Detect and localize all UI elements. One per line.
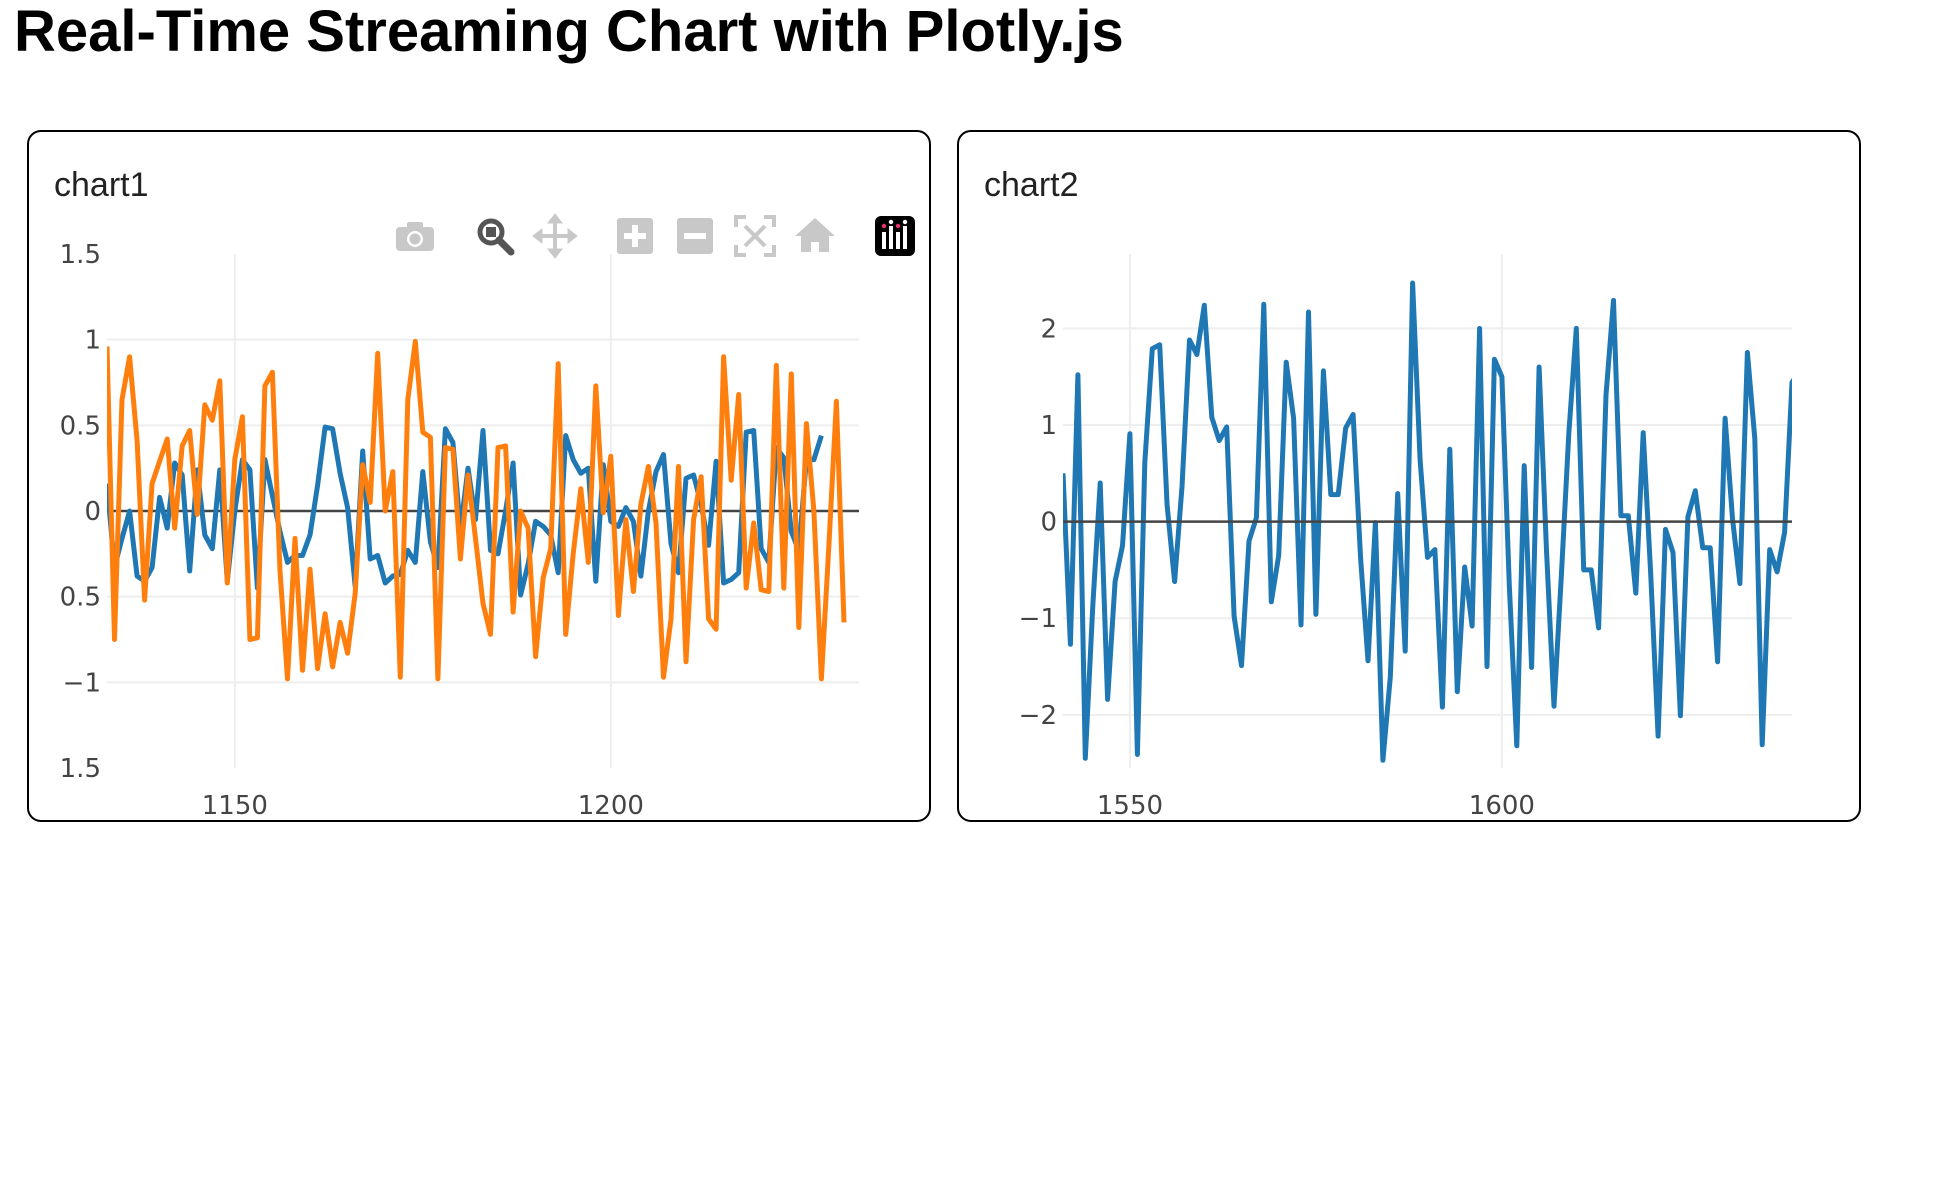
home-icon[interactable] [791, 212, 839, 260]
chart1-x-tick-label: 1150 [202, 791, 268, 820]
chart2-series-1-line [1063, 280, 1792, 763]
chart1-y-tick-label: 1.5 [60, 240, 101, 270]
chart2-y-tick-label: −1 [1019, 604, 1057, 634]
chart1-title: chart1 [54, 166, 149, 204]
chart2-y-tick-label: 0 [1040, 508, 1057, 538]
pan-icon[interactable] [531, 212, 579, 260]
autoscale-icon[interactable] [731, 212, 779, 260]
plotly-logo-icon[interactable] [871, 212, 919, 260]
chart2-x-tick-label: 1550 [1097, 791, 1163, 820]
chart1-y-tick-label: 1.5 [60, 754, 101, 784]
chart1-series-2-line [107, 338, 847, 682]
chart1-card: chart1 1150 1200 1.5 1 0.5 0 0.5 −1 1.5 [27, 130, 931, 822]
chart1-y-tick-label: −1 [63, 668, 101, 698]
page-title: Real-Time Streaming Chart with Plotly.js [14, 0, 1124, 64]
zoom-out-icon[interactable] [671, 212, 719, 260]
chart2-x-tick-label: 1600 [1469, 791, 1535, 820]
chart1-y-tick-label: 0.5 [60, 583, 101, 613]
zoom-in-icon[interactable] [611, 212, 659, 260]
chart1-y-tick-label: 1 [84, 326, 101, 356]
chart1-y-tick-label: 0 [84, 497, 101, 527]
chart2-plot: chart2 1550 1600 2 1 0 −1 −2 [984, 166, 1792, 820]
chart2-card: chart2 1550 1600 2 1 0 −1 −2 [957, 130, 1861, 822]
chart2-y-tick-label: 1 [1040, 411, 1057, 441]
camera-icon[interactable] [391, 212, 439, 260]
chart2-title: chart2 [984, 166, 1079, 204]
chart2-y-tick-label: 2 [1040, 314, 1057, 344]
chart1-y-tick-label: 0.5 [60, 411, 101, 441]
chart1-x-tick-label: 1200 [578, 791, 644, 820]
chart1-modebar [367, 212, 927, 264]
zoom-icon[interactable] [471, 212, 519, 260]
chart1-plot: chart1 1150 1200 1.5 1 0.5 0 0.5 −1 1.5 [54, 166, 859, 820]
chart2-y-tick-label: −2 [1019, 701, 1057, 731]
